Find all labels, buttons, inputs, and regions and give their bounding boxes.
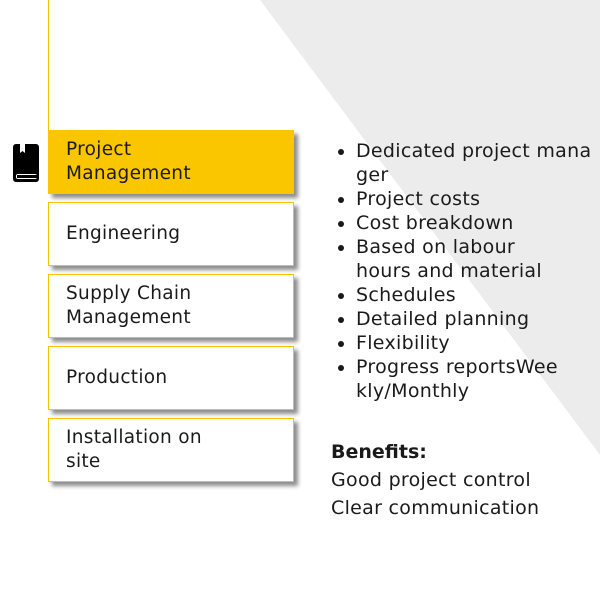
benefits-title: Benefits: (331, 441, 427, 463)
list-item: Project costs (356, 187, 596, 211)
list-item: Cost breakdown (356, 211, 596, 235)
menu-item-installation[interactable]: Installation on site (48, 418, 294, 482)
menu-label: Engineering (66, 223, 181, 244)
list-item: Schedules (356, 283, 596, 307)
menu-label: Supply Chain Management (66, 283, 192, 328)
benefit-item: Good project control (331, 469, 531, 491)
benefit-item: Clear communication (331, 497, 540, 519)
menu-label: Production (66, 367, 168, 388)
list-item: Progress reportsWeekly/Monthly (356, 355, 561, 403)
menu-item-production[interactable]: Production (48, 346, 294, 410)
list-item: Flexibility (356, 331, 596, 355)
menu-label: Installation on site (66, 427, 202, 472)
menu-item-engineering[interactable]: Engineering (48, 202, 294, 266)
menu-item-project-management[interactable]: Project Management (48, 130, 294, 194)
feature-list: Dedicated project manager Project costs … (330, 139, 596, 403)
connector-line (48, 0, 49, 130)
menu-item-supply-chain[interactable]: Supply Chain Management (48, 274, 294, 338)
list-item: Dedicated project manager (356, 139, 596, 187)
menu-label: Project Management (66, 139, 191, 184)
list-item: Based on labour hours and material (356, 235, 556, 283)
book-icon (13, 144, 39, 182)
list-item: Detailed planning (356, 307, 596, 331)
